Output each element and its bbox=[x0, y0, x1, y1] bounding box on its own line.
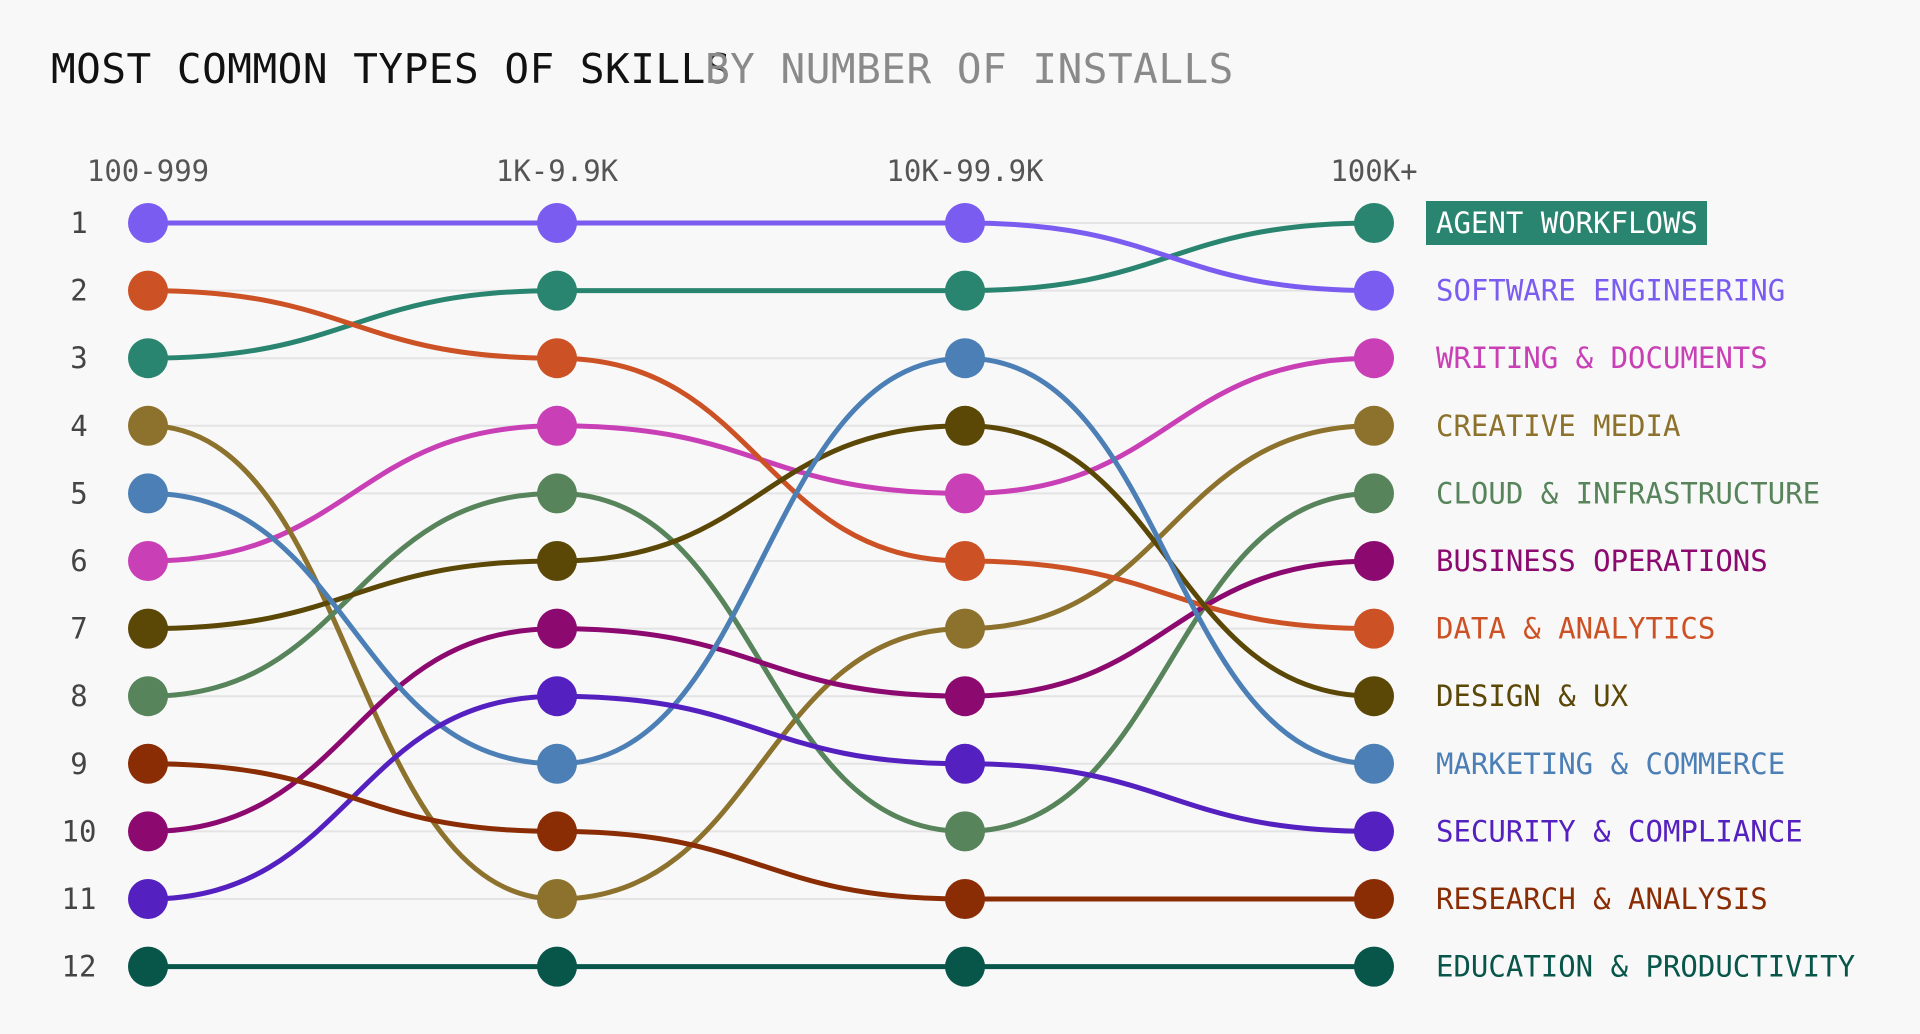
point-writing-and-documents-100-999 bbox=[128, 541, 168, 581]
point-education-and-productivity-100k bbox=[1354, 946, 1394, 987]
point-cloud-and-infrastructure-100-999 bbox=[128, 676, 168, 717]
series-line-design-and-ux bbox=[147, 423, 1375, 699]
rank-label-5: 5 bbox=[70, 476, 87, 510]
series-lines bbox=[147, 220, 1375, 970]
point-software-engineering-1k-9-9k bbox=[537, 203, 577, 243]
point-writing-and-documents-10k-99-9k bbox=[945, 473, 985, 514]
series-line-data-and-analytics bbox=[147, 288, 1375, 632]
point-data-and-analytics-1k-9-9k bbox=[537, 338, 577, 379]
point-design-and-ux-1k-9-9k bbox=[537, 541, 577, 581]
series-label-cloud-and-infrastructure: CLOUD & INFRASTRUCTURE bbox=[1436, 476, 1820, 510]
point-security-and-compliance-100k bbox=[1354, 811, 1394, 852]
point-software-engineering-10k-99-9k bbox=[945, 203, 985, 243]
point-research-and-analysis-100k bbox=[1354, 879, 1394, 919]
series-line-cloud-and-infrastructure bbox=[147, 490, 1375, 834]
rank-label-3: 3 bbox=[70, 341, 87, 375]
series-points bbox=[128, 203, 1394, 987]
series-label-creative-media: CREATIVE MEDIA bbox=[1436, 409, 1680, 443]
point-design-and-ux-100k bbox=[1354, 676, 1394, 717]
series-line-marketing-and-commerce bbox=[147, 355, 1375, 767]
column-labels: 100-999 1K-9.9K 10K-99.9K 100K+ bbox=[87, 154, 1418, 188]
point-agent-workflows-1k-9-9k bbox=[537, 270, 577, 311]
chart-title: MOST COMMON TYPES OF SKILLS bbox=[51, 45, 731, 93]
point-design-and-ux-100-999 bbox=[128, 608, 168, 649]
series-line-business-operations bbox=[147, 558, 1375, 834]
point-marketing-and-commerce-100-999 bbox=[128, 473, 168, 514]
point-marketing-and-commerce-1k-9-9k bbox=[537, 743, 577, 784]
point-agent-workflows-10k-99-9k bbox=[945, 270, 985, 311]
point-marketing-and-commerce-100k bbox=[1354, 743, 1394, 784]
point-research-and-analysis-1k-9-9k bbox=[537, 811, 577, 852]
rank-label-11: 11 bbox=[62, 882, 97, 916]
rank-label-12: 12 bbox=[62, 950, 97, 984]
series-label-data-and-analytics: DATA & ANALYTICS bbox=[1436, 612, 1715, 646]
point-marketing-and-commerce-10k-99-9k bbox=[945, 338, 985, 379]
chart-subtitle: BY NUMBER OF INSTALLS bbox=[705, 45, 1234, 93]
series-line-software-engineering bbox=[147, 220, 1375, 294]
point-creative-media-1k-9-9k bbox=[537, 879, 577, 919]
rank-label-6: 6 bbox=[70, 544, 87, 578]
rank-label-2: 2 bbox=[70, 274, 87, 308]
point-creative-media-10k-99-9k bbox=[945, 608, 985, 649]
point-business-operations-100k bbox=[1354, 541, 1394, 581]
point-software-engineering-100-999 bbox=[128, 203, 168, 243]
column-label-100-999: 100-999 bbox=[87, 154, 209, 188]
point-data-and-analytics-100-999 bbox=[128, 270, 168, 311]
point-business-operations-1k-9-9k bbox=[537, 608, 577, 649]
rank-label-10: 10 bbox=[62, 814, 97, 848]
point-research-and-analysis-10k-99-9k bbox=[945, 879, 985, 919]
column-label-100k: 100K+ bbox=[1330, 154, 1417, 188]
point-data-and-analytics-100k bbox=[1354, 608, 1394, 649]
rank-label-7: 7 bbox=[70, 612, 87, 646]
series-label-education-and-productivity: EDUCATION & PRODUCTIVITY bbox=[1436, 950, 1855, 984]
point-education-and-productivity-1k-9-9k bbox=[537, 946, 577, 987]
point-cloud-and-infrastructure-100k bbox=[1354, 473, 1394, 514]
point-creative-media-100k bbox=[1354, 405, 1394, 446]
series-label-design-and-ux: DESIGN & UX bbox=[1436, 679, 1629, 713]
point-education-and-productivity-10k-99-9k bbox=[945, 946, 985, 987]
highlight-badge-agent-workflows bbox=[1426, 201, 1707, 245]
point-cloud-and-infrastructure-10k-99-9k bbox=[945, 811, 985, 852]
column-label-10k-99-9k: 10K-99.9K bbox=[886, 154, 1044, 188]
point-writing-and-documents-100k bbox=[1354, 338, 1394, 379]
series-label-research-and-analysis: RESEARCH & ANALYSIS bbox=[1436, 882, 1768, 916]
series-label-software-engineering: SOFTWARE ENGINEERING bbox=[1436, 274, 1785, 308]
series-line-security-and-compliance bbox=[147, 693, 1375, 902]
point-security-and-compliance-1k-9-9k bbox=[537, 676, 577, 717]
point-research-and-analysis-100-999 bbox=[128, 743, 168, 784]
point-cloud-and-infrastructure-1k-9-9k bbox=[537, 473, 577, 514]
point-software-engineering-100k bbox=[1354, 270, 1394, 311]
series-label-security-and-compliance: SECURITY & COMPLIANCE bbox=[1436, 814, 1803, 848]
point-design-and-ux-10k-99-9k bbox=[945, 405, 985, 446]
series-label-agent-workflows: AGENT WORKFLOWS bbox=[1436, 206, 1698, 240]
point-security-and-compliance-10k-99-9k bbox=[945, 743, 985, 784]
point-business-operations-10k-99-9k bbox=[945, 676, 985, 717]
series-label-marketing-and-commerce: MARKETING & COMMERCE bbox=[1436, 747, 1785, 781]
rank-label-4: 4 bbox=[70, 409, 87, 443]
point-security-and-compliance-100-999 bbox=[128, 879, 168, 919]
point-creative-media-100-999 bbox=[128, 405, 168, 446]
series-label-business-operations: BUSINESS OPERATIONS bbox=[1436, 544, 1768, 578]
rank-label-1: 1 bbox=[70, 206, 87, 240]
point-agent-workflows-100k bbox=[1354, 203, 1394, 243]
point-business-operations-100-999 bbox=[128, 811, 168, 852]
point-agent-workflows-100-999 bbox=[128, 338, 168, 379]
point-writing-and-documents-1k-9-9k bbox=[537, 405, 577, 446]
series-labels: AGENT WORKFLOWS SOFTWARE ENGINEERING WRITI… bbox=[1426, 201, 1855, 984]
point-data-and-analytics-10k-99-9k bbox=[945, 541, 985, 581]
series-label-writing-and-documents: WRITING & DOCUMENTS bbox=[1436, 341, 1768, 375]
rank-label-8: 8 bbox=[70, 679, 87, 713]
rank-label-9: 9 bbox=[70, 747, 87, 781]
point-education-and-productivity-100-999 bbox=[128, 946, 168, 987]
series-line-research-and-analysis bbox=[147, 761, 1374, 902]
column-label-1k-9-9k: 1K-9.9K bbox=[496, 154, 619, 188]
